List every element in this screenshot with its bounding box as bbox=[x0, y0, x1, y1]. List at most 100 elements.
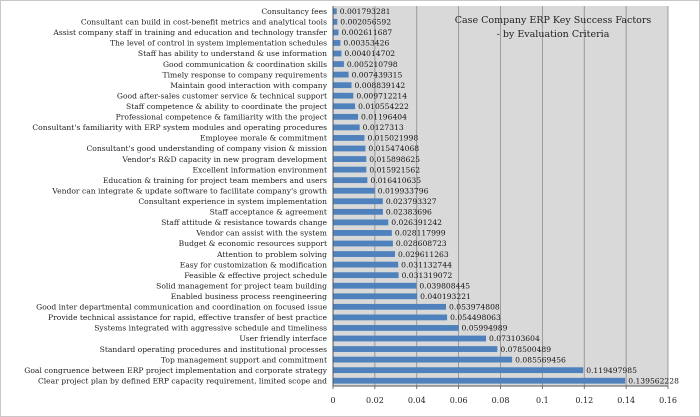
data-label: 0.028608723 bbox=[396, 239, 447, 248]
bar bbox=[333, 219, 389, 226]
category-label: Employee morale & commitment bbox=[200, 134, 327, 143]
bar bbox=[333, 293, 418, 300]
category-label: Good inter departmental communication an… bbox=[36, 303, 327, 312]
bar bbox=[333, 124, 360, 131]
bar bbox=[333, 92, 354, 99]
data-label: 0.002611687 bbox=[341, 28, 392, 37]
category-label: Staff acceptance & agreement bbox=[210, 208, 327, 217]
category-label: Top management support and commitment bbox=[161, 355, 327, 364]
category-label: Education & training for project team me… bbox=[103, 176, 327, 185]
category-label: Consultant experience in system implemen… bbox=[138, 197, 327, 206]
data-label: 0.016410635 bbox=[370, 176, 421, 185]
bar bbox=[333, 272, 399, 279]
data-label: 0.085569456 bbox=[515, 355, 566, 364]
bar bbox=[333, 177, 368, 184]
data-label: 0.015921562 bbox=[369, 165, 420, 174]
data-label: 0.00353426 bbox=[343, 39, 389, 48]
data-label: 0.139562228 bbox=[628, 376, 679, 385]
bar bbox=[333, 71, 349, 78]
category-label: Vendor can assist with the system bbox=[195, 229, 327, 238]
category-label: Vendor can integrate & update software t… bbox=[51, 186, 327, 195]
bar bbox=[333, 261, 399, 268]
category-label: Attention to problem solving bbox=[216, 250, 327, 259]
data-label: 0.031319072 bbox=[402, 271, 453, 280]
x-tick-label: 0.16 bbox=[659, 396, 677, 405]
category-label: The level of control in system implement… bbox=[110, 39, 327, 48]
category-labels: Consultancy fees Consultant can build in … bbox=[24, 7, 327, 385]
bar bbox=[333, 240, 393, 247]
bars bbox=[333, 8, 626, 384]
data-label: 0.119497985 bbox=[586, 366, 637, 375]
data-label: 0.023793327 bbox=[386, 197, 437, 206]
data-label: 0.078500489 bbox=[500, 345, 551, 354]
x-tick-label: 0.02 bbox=[366, 396, 384, 405]
data-label: 0.005210798 bbox=[347, 60, 398, 69]
data-label: 0.001793281 bbox=[340, 7, 391, 16]
data-label: 0.040193221 bbox=[420, 292, 471, 301]
bar bbox=[333, 346, 498, 352]
data-label: 0.05994989 bbox=[462, 324, 508, 333]
bar bbox=[333, 303, 447, 310]
data-label: 0.026391242 bbox=[391, 218, 442, 227]
category-label: Easy for customization & modification bbox=[180, 260, 327, 269]
category-label: Budget & economic resources support bbox=[179, 239, 327, 248]
category-label: Consultant's familiarity with ERP system… bbox=[32, 123, 327, 132]
data-label: 0.015021998 bbox=[367, 134, 418, 143]
bar bbox=[333, 156, 367, 162]
x-tick-label: 0.06 bbox=[450, 396, 468, 405]
category-label: Consultant can build in cost-benefit met… bbox=[81, 18, 327, 27]
category-label: Excellent information environment bbox=[192, 165, 327, 174]
bar bbox=[333, 198, 383, 205]
data-label: 0.0127313 bbox=[363, 123, 404, 132]
category-label: Consultant's good understanding of compa… bbox=[87, 144, 328, 153]
bar bbox=[333, 251, 395, 257]
x-axis-ticks: 0 0.02 0.04 0.06 0.08 0.1 0.12 0.14 0.16 bbox=[330, 386, 677, 405]
data-label: 0.008839142 bbox=[355, 81, 406, 90]
bar bbox=[333, 8, 337, 15]
chart-subtitle: - by Evaluation Criteria bbox=[497, 29, 610, 40]
bar bbox=[333, 314, 448, 321]
data-label: 0.073103604 bbox=[489, 334, 540, 343]
bar bbox=[333, 113, 359, 120]
bar bbox=[333, 282, 417, 289]
x-tick-label: 0.04 bbox=[408, 396, 426, 405]
category-label: Vendor's R&D capacity in new program dev… bbox=[121, 155, 327, 164]
data-label: 0.01196404 bbox=[361, 113, 407, 122]
data-label: 0.015898625 bbox=[369, 155, 420, 164]
category-label: Staff competence & ability to coordinate… bbox=[126, 102, 327, 111]
category-label: Staff attitude & resistance towards chan… bbox=[161, 218, 327, 227]
bar bbox=[333, 82, 352, 89]
data-label: 0.009712214 bbox=[356, 91, 407, 100]
data-label: 0.015474068 bbox=[368, 144, 419, 153]
bar bbox=[333, 166, 367, 173]
x-tick-label: 0.08 bbox=[492, 396, 510, 405]
bar bbox=[333, 18, 338, 25]
data-label: 0.029611263 bbox=[398, 250, 449, 259]
bar bbox=[333, 145, 366, 152]
category-label: Clear project plan by defined ERP capaci… bbox=[38, 376, 327, 385]
category-label: Maintain good interaction with company bbox=[170, 81, 327, 90]
bar bbox=[333, 103, 356, 110]
gridlines bbox=[374, 6, 669, 386]
category-label: Good communication & coordination skills bbox=[163, 60, 327, 69]
category-label: Provide technical assistance for rapid, … bbox=[48, 313, 327, 322]
data-label: 0.019933796 bbox=[378, 186, 429, 195]
axes bbox=[332, 6, 668, 387]
bar bbox=[333, 208, 383, 215]
data-label: 0.039808445 bbox=[419, 281, 470, 290]
category-label: User friendly interface bbox=[239, 334, 327, 343]
data-label: 0.028117999 bbox=[395, 229, 446, 238]
x-tick-label: 0.12 bbox=[575, 396, 593, 405]
category-label: Assist company staff in training and edu… bbox=[52, 28, 327, 37]
x-tick-label: 0.14 bbox=[617, 396, 635, 405]
bar bbox=[333, 356, 513, 363]
data-label: 0.031132744 bbox=[401, 260, 452, 269]
category-label: Feasible & effective project schedule bbox=[184, 271, 327, 280]
bar bbox=[333, 61, 344, 67]
chart-title: Case Company ERP Key Success Factors bbox=[455, 15, 652, 26]
x-tick-label: 0 bbox=[330, 396, 335, 405]
bar bbox=[333, 40, 341, 46]
bar bbox=[333, 335, 487, 342]
